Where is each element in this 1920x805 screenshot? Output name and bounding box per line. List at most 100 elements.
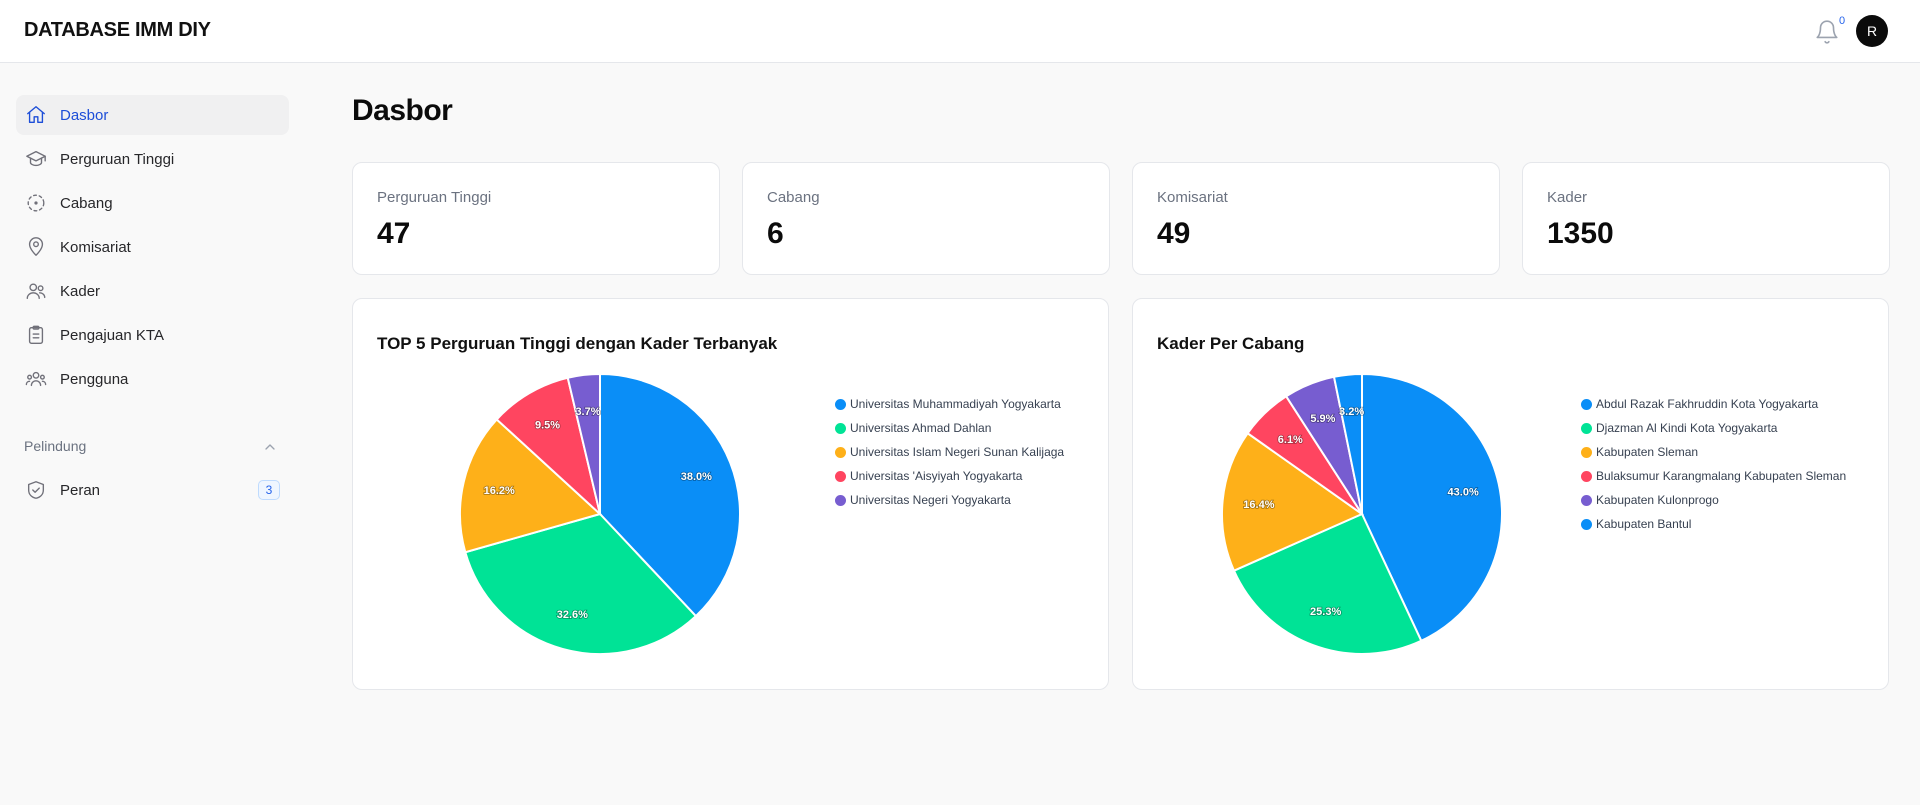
avatar[interactable]: R xyxy=(1856,15,1888,47)
sidebar-item-label: Pengguna xyxy=(60,370,129,388)
legend-marker xyxy=(835,398,846,410)
sidebar-item-perguruan-tinggi[interactable]: Perguruan Tinggi xyxy=(16,139,289,179)
pie-slice-label: 25.3% xyxy=(1310,606,1341,618)
sidebar-item-peran[interactable]: Peran 3 xyxy=(16,470,289,510)
app-title[interactable]: DATABASE IMM DIY xyxy=(24,19,211,41)
chevron-up-icon[interactable] xyxy=(262,439,278,455)
pie-slice-label: 6.1% xyxy=(1278,434,1303,446)
legend-label: Bulaksumur Karangmalang Kabupaten Sleman xyxy=(1596,469,1847,483)
pie-slice-label: 3.7% xyxy=(575,406,600,418)
legend-label: Kabupaten Sleman xyxy=(1596,445,1699,459)
legend-label: Universitas Muhammadiyah Yogyakarta xyxy=(850,397,1061,411)
chart-title: Kader Per Cabang xyxy=(1157,334,1305,353)
legend-marker xyxy=(835,470,846,482)
bell-icon[interactable] xyxy=(1814,19,1840,45)
pie-slice[interactable] xyxy=(495,376,602,517)
legend-item[interactable]: Abdul Razak Fakhruddin Kota Yogyakarta xyxy=(1581,392,1846,416)
pie-slice[interactable] xyxy=(459,418,602,554)
legend-marker xyxy=(1581,470,1592,482)
legend-marker xyxy=(1581,494,1592,506)
legend-marker xyxy=(835,422,846,434)
sidebar-item-label: Peran xyxy=(60,481,101,499)
legend-item[interactable]: Kabupaten Kulonprogo xyxy=(1581,488,1846,512)
page-title: Dasbor xyxy=(352,94,453,127)
legend-marker xyxy=(1581,398,1592,410)
sidebar-item-cabang[interactable]: Cabang xyxy=(16,183,289,223)
pie-slice-label: 38.0% xyxy=(681,471,712,483)
stat-label: Komisariat xyxy=(1157,189,1228,206)
stat-card-perguruan-tinggi: Perguruan Tinggi 47 xyxy=(352,162,720,275)
pie-slice[interactable] xyxy=(599,372,741,618)
chart-title: TOP 5 Perguruan Tinggi dengan Kader Terb… xyxy=(377,334,778,353)
sidebar-item-label: Perguruan Tinggi xyxy=(60,150,175,168)
legend-label: Universitas 'Aisyiyah Yogyakarta xyxy=(850,469,1023,483)
sidebar-item-komisariat[interactable]: Komisariat xyxy=(16,227,289,267)
stat-value: 47 xyxy=(377,217,411,250)
focus-icon xyxy=(27,194,45,212)
count-badge: 3 xyxy=(258,480,280,500)
legend-label: Kabupaten Kulonprogo xyxy=(1596,493,1719,507)
sidebar-item-pengguna[interactable]: Pengguna xyxy=(16,359,289,399)
legend-label: Abdul Razak Fakhruddin Kota Yogyakarta xyxy=(1596,397,1819,411)
stat-card-kader: Kader 1350 xyxy=(1522,162,1890,275)
sidebar: Dasbor Perguruan Tinggi Cabang Komisaria… xyxy=(0,64,300,805)
chart-card-kader-per-cabang: Kader Per Cabang 43.0% 25.3% 16.4% 6.1% 5.9%… xyxy=(1132,298,1889,690)
legend-marker xyxy=(835,446,846,458)
pie-slice[interactable] xyxy=(464,512,698,655)
sidebar-group-label[interactable]: Pelindung xyxy=(24,438,87,454)
legend-label: Universitas Ahmad Dahlan xyxy=(850,421,992,435)
legend-item[interactable]: Universitas Negeri Yogyakarta xyxy=(835,488,1064,512)
legend-marker xyxy=(1581,518,1592,530)
chart-legend: Abdul Razak Fakhruddin Kota Yogyakarta Dj… xyxy=(1581,392,1846,536)
stat-label: Kader xyxy=(1547,189,1588,206)
pie-slice[interactable] xyxy=(1232,512,1423,655)
legend-item[interactable]: Djazman Al Kindi Kota Yogyakarta xyxy=(1581,416,1846,440)
pie-slice-label: 5.9% xyxy=(1310,413,1335,425)
stat-label: Cabang xyxy=(767,189,820,206)
legend-item[interactable]: Kabupaten Sleman xyxy=(1581,440,1846,464)
pie-slice[interactable] xyxy=(566,372,601,515)
user-group-icon xyxy=(25,371,47,387)
sidebar-item-kader[interactable]: Kader xyxy=(16,271,289,311)
sidebar-item-dasbor[interactable]: Dasbor xyxy=(16,95,289,135)
sidebar-item-pengajuan-kta[interactable]: Pengajuan KTA xyxy=(16,315,289,355)
sidebar-item-label: Dasbor xyxy=(60,106,109,124)
pie-slice-label: 3.2% xyxy=(1339,406,1364,418)
chart-legend: Universitas Muhammadiyah Yogyakarta Unive… xyxy=(835,392,1064,512)
graduation-cap-icon xyxy=(26,150,46,167)
stat-value: 1350 xyxy=(1547,217,1614,250)
legend-item[interactable]: Universitas Muhammadiyah Yogyakarta xyxy=(835,392,1064,416)
pie-slice-label: 43.0% xyxy=(1448,487,1479,499)
pie-slice-label: 16.4% xyxy=(1243,499,1274,511)
stat-value: 49 xyxy=(1157,217,1191,250)
top-bar: DATABASE IMM DIY 0 R xyxy=(0,0,1920,63)
chart-card-top-universities: TOP 5 Perguruan Tinggi dengan Kader Terb… xyxy=(352,298,1109,690)
legend-marker xyxy=(835,494,846,506)
sidebar-item-label: Cabang xyxy=(60,194,113,212)
legend-item[interactable]: Kabupaten Bantul xyxy=(1581,512,1846,536)
map-pin-icon xyxy=(28,237,44,256)
stat-card-cabang: Cabang 6 xyxy=(742,162,1110,275)
legend-item[interactable]: Universitas Ahmad Dahlan xyxy=(835,416,1064,440)
pie-slice-label: 32.6% xyxy=(557,609,588,621)
legend-marker xyxy=(1581,422,1592,434)
pie-slice[interactable] xyxy=(1221,431,1365,572)
pie-slice[interactable] xyxy=(1361,372,1503,643)
stat-label: Perguruan Tinggi xyxy=(377,189,492,206)
stat-value: 6 xyxy=(767,217,784,250)
legend-label: Djazman Al Kindi Kota Yogyakarta xyxy=(1596,421,1778,435)
legend-marker xyxy=(1581,446,1592,458)
sidebar-item-label: Komisariat xyxy=(60,238,131,256)
sidebar-item-label: Kader xyxy=(60,282,101,300)
legend-item[interactable]: Bulaksumur Karangmalang Kabupaten Sleman xyxy=(1581,464,1846,488)
legend-label: Kabupaten Bantul xyxy=(1596,517,1692,531)
stat-card-komisariat: Komisariat 49 xyxy=(1132,162,1500,275)
users-icon xyxy=(26,283,46,300)
legend-label: Universitas Negeri Yogyakarta xyxy=(850,493,1011,507)
legend-item[interactable]: Universitas Islam Negeri Sunan Kalijaga xyxy=(835,440,1064,464)
clipboard-icon xyxy=(28,325,44,344)
shield-check-icon xyxy=(27,481,45,499)
legend-item[interactable]: Universitas 'Aisyiyah Yogyakarta xyxy=(835,464,1064,488)
pie-slice[interactable] xyxy=(1332,372,1363,515)
sidebar-item-label: Pengajuan KTA xyxy=(60,326,164,344)
